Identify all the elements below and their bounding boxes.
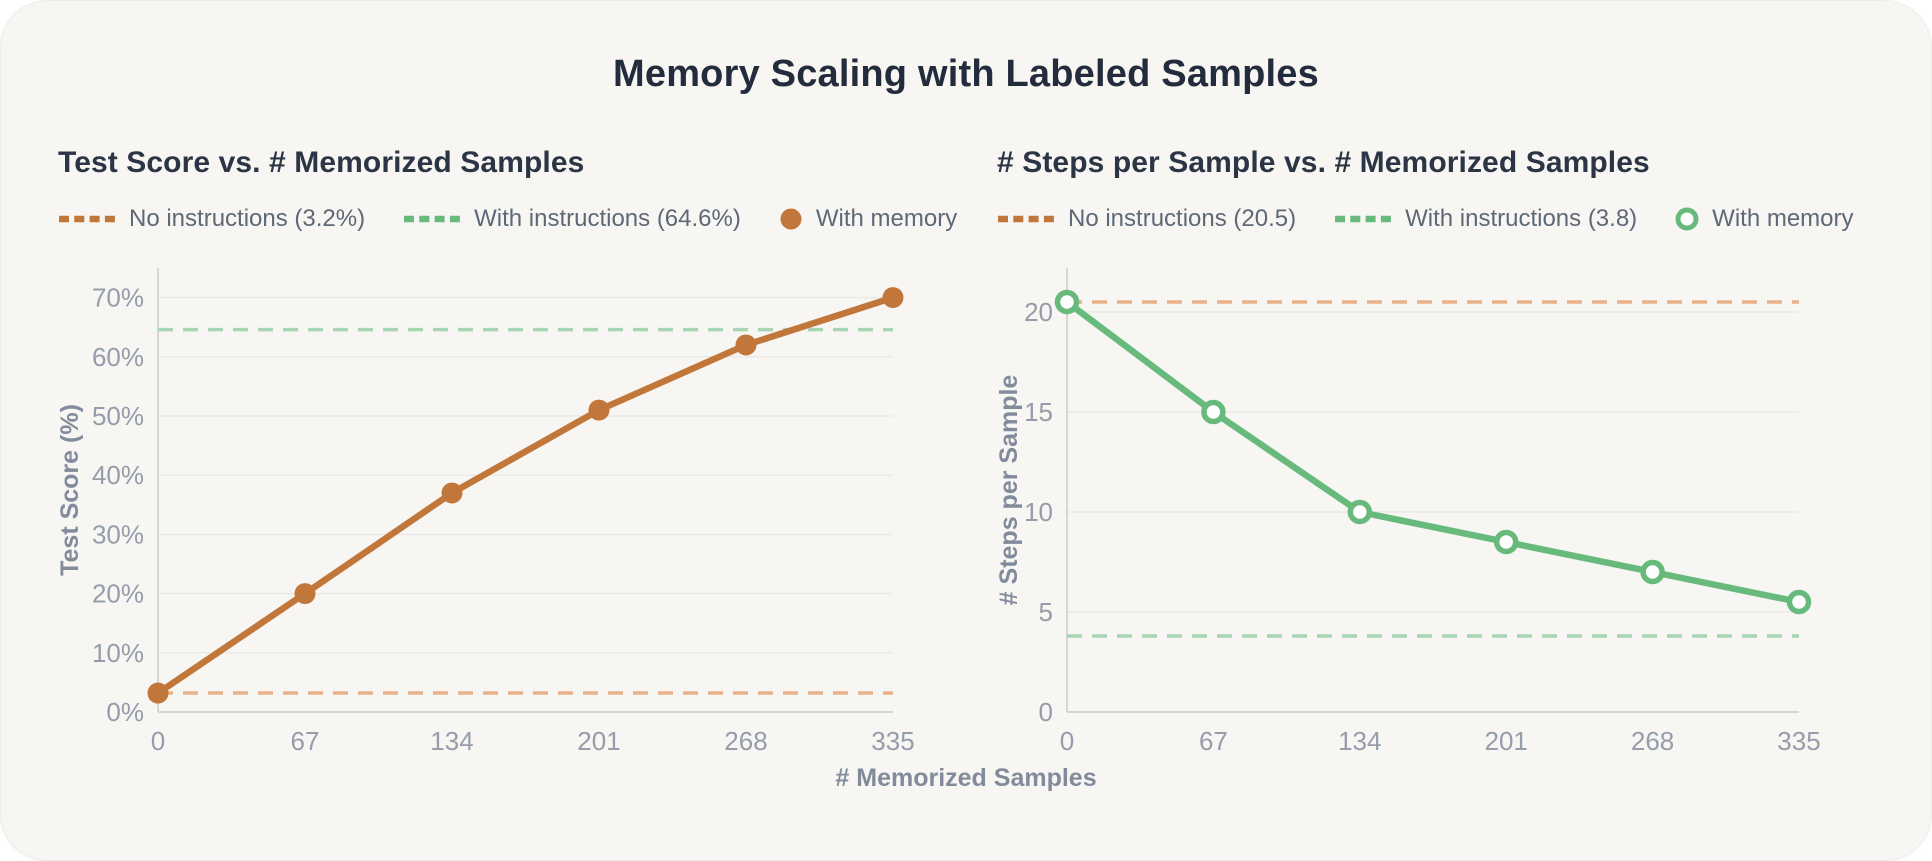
dot	[780, 208, 802, 230]
y-tick-label: 10	[1024, 497, 1053, 527]
y-tick-label: 0	[1039, 697, 1053, 727]
data-point	[1640, 559, 1665, 585]
chart-subtitle-test-score: Test Score vs. # Memorized Samples	[58, 146, 585, 179]
dash-swatch-icon	[404, 215, 461, 223]
dot	[1675, 207, 1699, 231]
x-tick-label: 335	[1777, 726, 1820, 756]
y-tick-label: 15	[1024, 397, 1053, 427]
data-point	[147, 682, 169, 704]
data-point	[441, 482, 463, 504]
data-point	[1201, 399, 1226, 425]
dash-swatch-icon	[59, 215, 115, 223]
data-point	[1054, 289, 1080, 315]
filled-dot-swatch-icon	[780, 208, 802, 230]
legend-label: With memory	[815, 205, 958, 232]
x-tick-label: 201	[577, 726, 620, 756]
y-axis-title: # Steps per Sample	[997, 375, 1023, 606]
x-tick-label: 134	[430, 726, 473, 756]
legend-item: With memory	[1675, 205, 1854, 233]
legend-label: No instructions (20.5)	[1068, 205, 1297, 232]
y-tick-label: 0%	[106, 697, 144, 727]
legend-label: With memory	[1712, 205, 1854, 232]
legend-item: No instructions (20.5)	[997, 205, 1296, 233]
page-title: Memory Scaling with Labeled Samples	[613, 53, 1319, 95]
x-axis-title: # Memorized Samples	[835, 764, 1097, 792]
data-point	[882, 287, 904, 309]
legend-steps: No instructions (20.5) With instructions …	[997, 204, 1869, 234]
legend-item: With instructions (64.6%)	[403, 205, 741, 233]
x-tick-label: 134	[1338, 726, 1381, 756]
legend-item: No instructions (3.2%)	[58, 205, 365, 233]
x-tick-label: 335	[871, 726, 914, 756]
y-tick-label: 20%	[92, 579, 144, 609]
charts-row: Test Score vs. # Memorized Samples No in…	[58, 146, 1931, 760]
y-tick-label: 70%	[92, 283, 144, 313]
y-tick-label: 20	[1024, 297, 1053, 327]
data-point	[735, 334, 757, 356]
steps-chart: 0 5 10 15 20 0 67 134 201 268 335 # Steps per Sampl…	[997, 268, 1821, 756]
y-tick-label: 40%	[92, 460, 144, 490]
y-tick-label: 50%	[92, 401, 144, 431]
test-score-chart: 0% 10% 20% 30% 40% 50% 60% 70% 0 67 134 201 268 335 Te…	[58, 268, 915, 756]
y-tick-label: 30%	[92, 519, 144, 549]
x-tick-label: 201	[1485, 726, 1528, 756]
chart-panel-test-score: Test Score vs. # Memorized Samples No in…	[58, 146, 957, 760]
x-tick-label: 0	[1060, 726, 1074, 756]
y-tick-label: 10%	[92, 638, 144, 668]
open-dot-swatch-icon	[1675, 207, 1699, 231]
y-tick-label: 5	[1039, 597, 1053, 627]
y-tick-label: 60%	[92, 342, 144, 372]
data-point	[588, 399, 610, 421]
x-tick-label: 67	[291, 726, 320, 756]
legend-label: With instructions (64.6%)	[474, 205, 741, 232]
series-line	[1063, 298, 1803, 606]
legend-label: With instructions (3.8)	[1405, 205, 1638, 232]
legend-label: No instructions (3.2%)	[129, 205, 366, 232]
chart-subtitle-steps: # Steps per Sample vs. # Memorized Sampl…	[997, 146, 1650, 179]
chart-panel-steps: # Steps per Sample vs. # Memorized Sampl…	[997, 146, 1869, 760]
data-point	[294, 583, 316, 605]
legend-test-score: No instructions (3.2%) With instructions …	[58, 204, 957, 234]
x-tick-label: 268	[724, 726, 767, 756]
x-tick-label: 0	[151, 726, 165, 756]
series-line	[154, 294, 897, 697]
dash-swatch-icon	[1335, 215, 1392, 223]
dash-swatch-icon	[998, 215, 1054, 223]
legend-item: With instructions (3.8)	[1334, 205, 1637, 233]
y-axis-title: Test Score (%)	[58, 404, 84, 576]
x-tick-label: 268	[1631, 726, 1674, 756]
data-point	[1786, 589, 1812, 615]
data-point	[1493, 529, 1519, 555]
data-point	[1347, 499, 1373, 525]
legend-item: With memory	[779, 205, 957, 233]
x-tick-label: 67	[1199, 726, 1228, 756]
